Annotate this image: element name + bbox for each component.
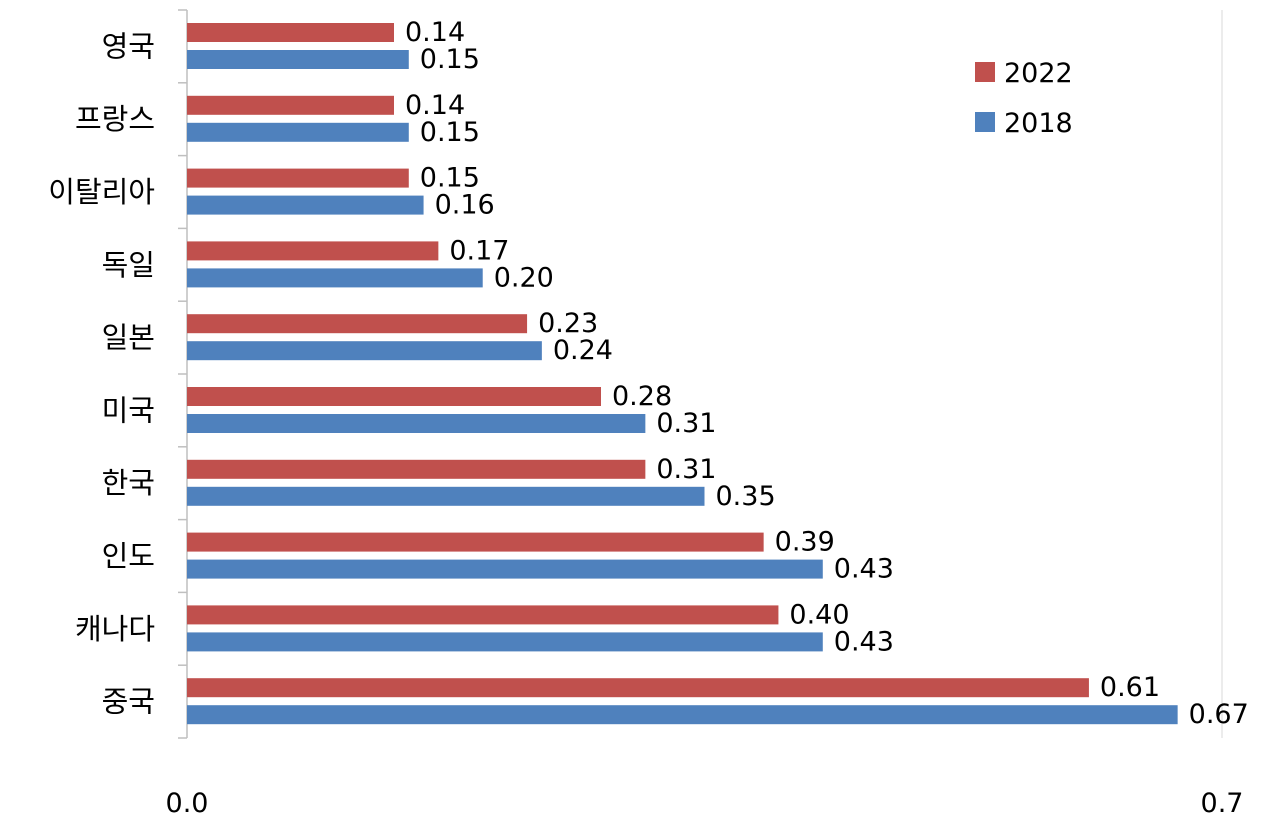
data-label: 0.15 — [420, 117, 480, 148]
legend: 2022 2018 — [975, 58, 1073, 139]
bar-2018 — [187, 705, 1178, 725]
data-label: 0.15 — [420, 163, 480, 194]
data-label: 0.61 — [1100, 672, 1160, 703]
bar-2022 — [187, 532, 764, 552]
bar-2022 — [187, 314, 528, 334]
x-tick-label: 0.0 — [166, 788, 209, 819]
x-tick-label: 0.7 — [1201, 788, 1244, 819]
category-label: 일본 — [102, 321, 155, 355]
bar-2018 — [187, 486, 705, 506]
data-label: 0.40 — [789, 599, 849, 630]
bar-2018 — [187, 195, 424, 215]
bar-2018 — [187, 268, 483, 288]
bar-2018 — [187, 559, 823, 579]
data-label: 0.15 — [420, 44, 480, 75]
data-label: 0.67 — [1189, 699, 1249, 730]
bar-group — [187, 23, 1178, 725]
data-label: 0.43 — [834, 626, 894, 657]
data-label: 0.14 — [405, 17, 465, 48]
data-label: 0.16 — [435, 190, 495, 221]
bar-2022 — [187, 23, 394, 42]
legend-label: 2022 — [1004, 58, 1073, 89]
bar-2022 — [187, 387, 601, 406]
category-label: 중국 — [102, 685, 155, 719]
data-label: 0.31 — [656, 454, 716, 485]
category-label: 미국 — [102, 393, 155, 427]
bar-2018 — [187, 414, 646, 433]
category-label: 독일 — [102, 248, 155, 282]
data-label: 0.17 — [449, 235, 509, 266]
bar-2022 — [187, 459, 646, 479]
legend-swatch-2022 — [975, 62, 995, 82]
bar-2018 — [187, 122, 409, 142]
bar-2022 — [187, 241, 439, 261]
data-label: 0.20 — [494, 262, 554, 293]
category-label: 프랑스 — [75, 102, 155, 136]
data-label: 0.39 — [775, 527, 835, 558]
category-label: 한국 — [102, 466, 155, 500]
bar-2018 — [187, 50, 409, 69]
legend-swatch-2018 — [975, 112, 995, 132]
category-label: 이탈리아 — [48, 175, 155, 209]
data-label: 0.24 — [553, 335, 613, 366]
data-label: 0.14 — [405, 90, 465, 121]
bar-2022 — [187, 605, 779, 625]
legend-label: 2018 — [1004, 108, 1073, 139]
category-label: 인도 — [102, 539, 155, 573]
data-label: 0.43 — [834, 554, 894, 585]
data-label: 0.35 — [716, 481, 776, 512]
category-label: 캐나다 — [75, 612, 155, 646]
data-label: 0.28 — [612, 381, 672, 412]
bar-2018 — [187, 632, 823, 652]
category-label: 영국 — [102, 29, 155, 63]
bar-2022 — [187, 168, 409, 188]
bar-2022 — [187, 678, 1089, 698]
bar-2022 — [187, 95, 394, 115]
bar-2018 — [187, 341, 542, 361]
data-label: 0.31 — [656, 408, 716, 439]
data-label: 0.23 — [538, 308, 598, 339]
